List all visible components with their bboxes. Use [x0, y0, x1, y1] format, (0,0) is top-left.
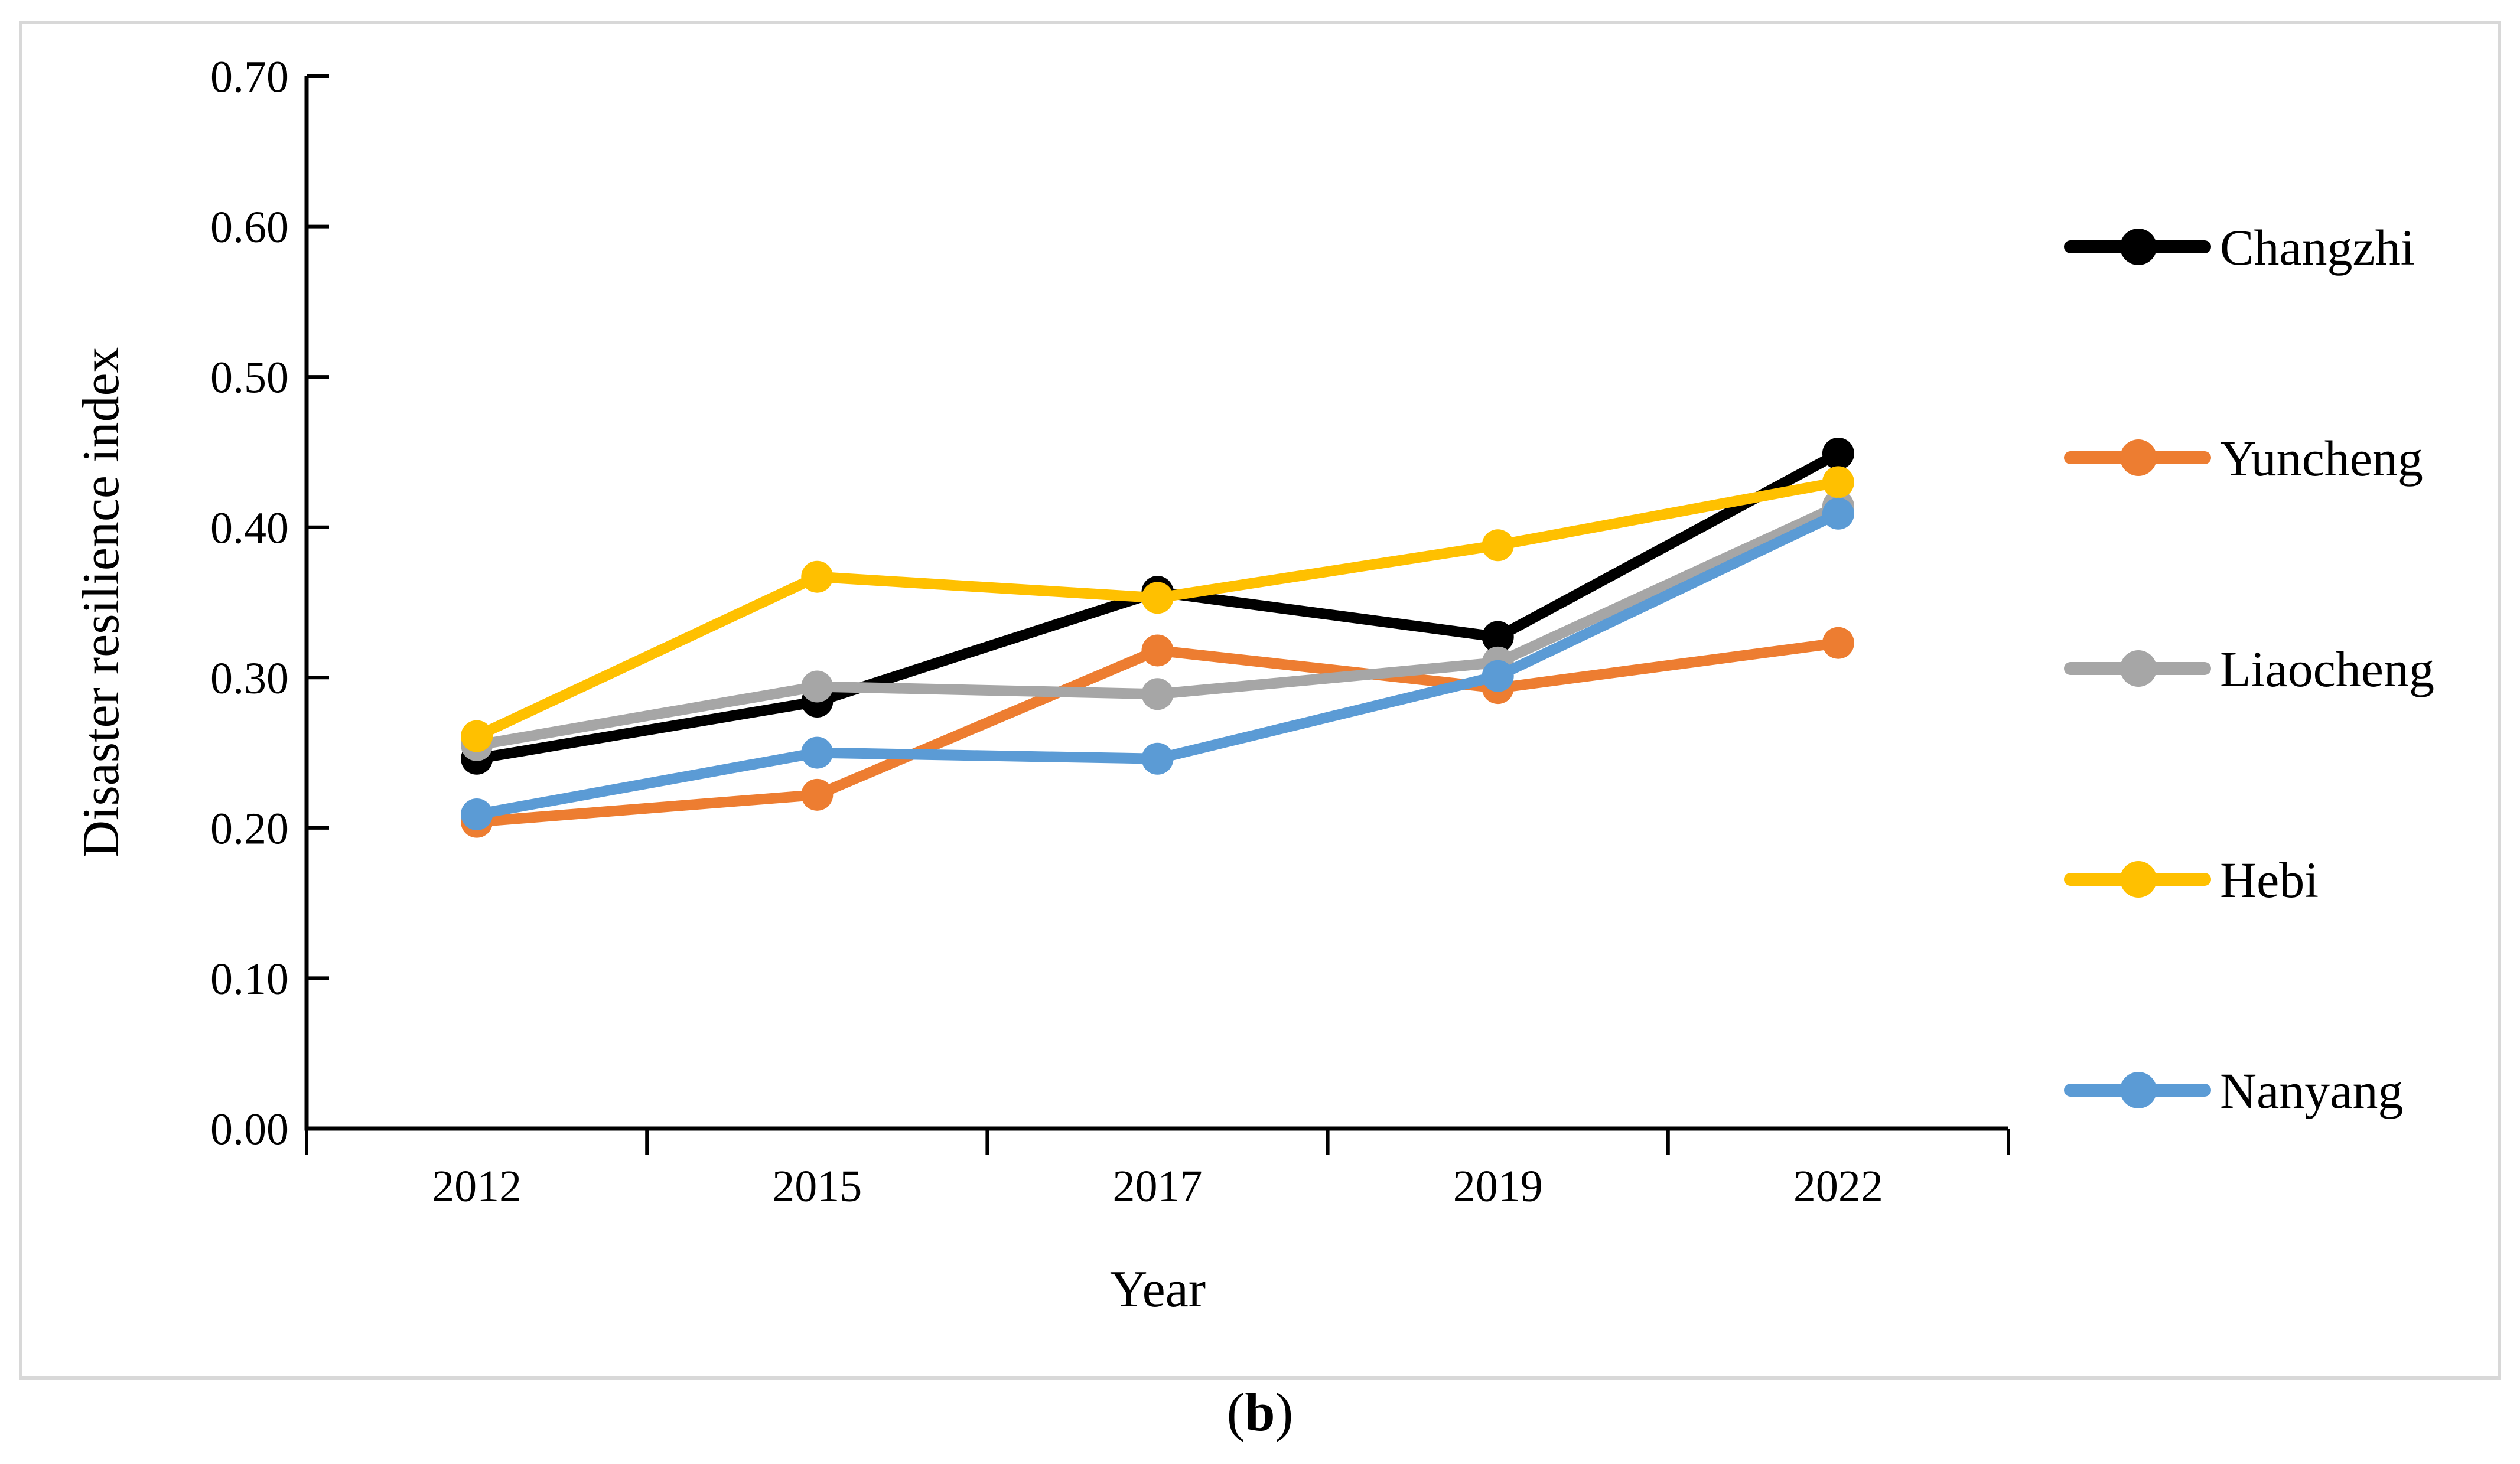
legend-item-liaocheng: Liaocheng	[2064, 641, 2434, 697]
axes	[304, 76, 2008, 1131]
caption-label: b	[1245, 1382, 1275, 1442]
x-axis-ticks: 2012 2015 2017 2019 2022	[305, 1129, 2010, 1211]
data-point-hebi-2022	[1822, 466, 1854, 498]
data-point-nanyang-2017	[1141, 742, 1174, 775]
y-tick-label: 0.20	[210, 804, 289, 853]
data-point-nanyang-2015	[801, 736, 834, 769]
legend-item-yuncheng: Yuncheng	[2064, 430, 2423, 487]
y-axis-ticks: 0.00 0.10 0.20 0.30 0.40 0.50 0.60 0.70	[210, 53, 329, 1155]
legend-marker-changzhi	[2120, 229, 2157, 265]
data-point-hebi-2015	[801, 560, 834, 593]
legend-label-yuncheng: Yuncheng	[2220, 430, 2423, 487]
y-tick-label: 0.70	[210, 53, 289, 102]
x-tick-label: 2012	[432, 1162, 522, 1211]
legend-item-nanyang: Nanyang	[2064, 1062, 2403, 1119]
legend-label-nanyang: Nanyang	[2220, 1062, 2403, 1119]
data-point-nanyang-2019	[1482, 660, 1514, 692]
y-tick-label: 0.10	[210, 954, 289, 1004]
x-axis-title: Year	[1110, 1261, 1206, 1318]
y-tick-label: 0.30	[210, 654, 289, 703]
y-axis-title: Disaster resilience index	[73, 347, 130, 857]
x-tick-label: 2017	[1113, 1162, 1203, 1211]
y-tick-label: 0.40	[210, 503, 289, 553]
series-lines	[461, 437, 1854, 838]
legend-item-changzhi: Changzhi	[2064, 219, 2415, 276]
figure-caption: (b)	[0, 1381, 2520, 1443]
caption-paren-close: )	[1275, 1382, 1294, 1442]
x-tick-label: 2022	[1793, 1162, 1883, 1211]
legend-marker-yuncheng	[2120, 439, 2157, 476]
legend-label-liaocheng: Liaocheng	[2220, 641, 2434, 697]
y-tick-label: 0.00	[210, 1105, 289, 1155]
data-point-nanyang-2022	[1822, 497, 1854, 530]
data-point-hebi-2012	[461, 720, 493, 752]
y-tick-label: 0.60	[210, 203, 289, 252]
data-point-changzhi-2022	[1822, 437, 1854, 469]
x-tick-label: 2015	[772, 1162, 862, 1211]
data-point-hebi-2019	[1482, 529, 1514, 562]
legend-marker-nanyang	[2120, 1072, 2157, 1108]
data-point-nanyang-2012	[461, 798, 493, 830]
caption-paren-open: (	[1226, 1382, 1245, 1442]
data-point-liaocheng-2017	[1141, 678, 1174, 710]
legend-label-hebi: Hebi	[2220, 852, 2319, 908]
x-tick-label: 2019	[1453, 1162, 1543, 1211]
series-line-yuncheng	[471, 637, 1844, 827]
legend: Changzhi Yuncheng Liaocheng Hebi Nanyang	[2064, 219, 2434, 1119]
data-point-yuncheng-2022	[1822, 627, 1854, 659]
figure-frame	[19, 21, 2501, 1380]
y-tick-label: 0.50	[210, 353, 289, 403]
legend-label-changzhi: Changzhi	[2220, 219, 2415, 276]
data-point-liaocheng-2015	[801, 670, 834, 703]
data-point-changzhi-2019	[1482, 621, 1514, 653]
legend-item-hebi: Hebi	[2064, 852, 2319, 908]
data-point-yuncheng-2017	[1141, 634, 1174, 667]
legend-marker-hebi	[2120, 861, 2157, 898]
data-point-yuncheng-2015	[801, 778, 834, 811]
legend-marker-liaocheng	[2120, 650, 2157, 687]
data-point-hebi-2017	[1141, 582, 1174, 614]
